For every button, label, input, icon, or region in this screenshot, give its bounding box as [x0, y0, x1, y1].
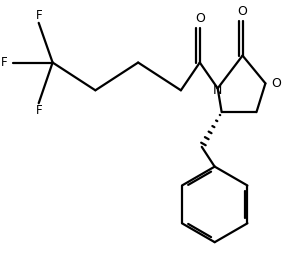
- Text: F: F: [35, 9, 42, 22]
- Text: O: O: [238, 5, 247, 18]
- Text: F: F: [35, 104, 42, 117]
- Text: N: N: [213, 84, 223, 97]
- Text: F: F: [1, 56, 8, 69]
- Text: O: O: [271, 77, 281, 90]
- Text: O: O: [195, 12, 205, 25]
